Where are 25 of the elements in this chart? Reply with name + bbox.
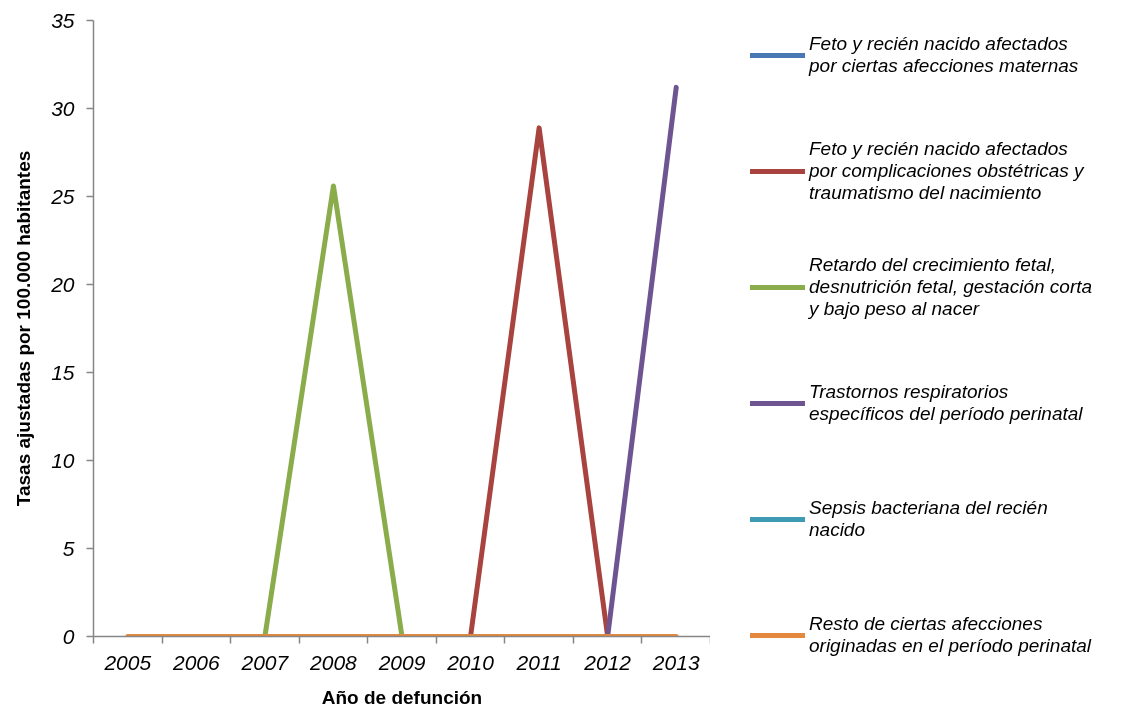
y-tick-label: 35 [51, 8, 75, 32]
y-tick-label: 15 [51, 360, 75, 384]
y-tick-label: 25 [50, 184, 75, 208]
y-axis-title: Tasas ajustadas por 100.000 habitantes [13, 150, 35, 507]
y-tick-label: 0 [62, 624, 75, 648]
x-tick-label: 2009 [377, 650, 426, 674]
y-tick-label: 5 [62, 536, 75, 560]
x-tick-label: 2007 [240, 650, 290, 674]
legend-label: Trastornos respiratorios específicos del período perinatal [809, 380, 1083, 426]
x-tick-label: 2013 [651, 650, 700, 674]
x-tick-label: 2010 [446, 650, 495, 674]
legend-label: Resto de ciertas afecciones originadas en el período perinatal [809, 612, 1092, 658]
legend-label: Retardo del crecimiento fetal, desnutrición fetal, gestación corta y bajo peso al nacer [809, 253, 1093, 321]
legend-label: Feto y recién nacido afectados por ciertas afecciones maternas [809, 32, 1079, 78]
x-tick-label: 2012 [583, 650, 632, 674]
x-tick-label: 2005 [103, 650, 152, 674]
x-tick-label: 2006 [171, 650, 221, 674]
x-tick-label: 2011 [515, 650, 562, 674]
legend-label: Feto y recién nacido afectados por complicaciones obstétricas y traumatismo del nacimiento [809, 137, 1084, 205]
x-axis-title: Año de defunción [321, 686, 483, 708]
x-tick-label: 2008 [309, 650, 358, 674]
y-tick-label: 20 [50, 272, 75, 296]
y-tick-label: 30 [51, 96, 75, 120]
y-tick-label: 10 [51, 448, 75, 472]
legend-label: Sepsis bacteriana del recién nacido [809, 496, 1048, 542]
